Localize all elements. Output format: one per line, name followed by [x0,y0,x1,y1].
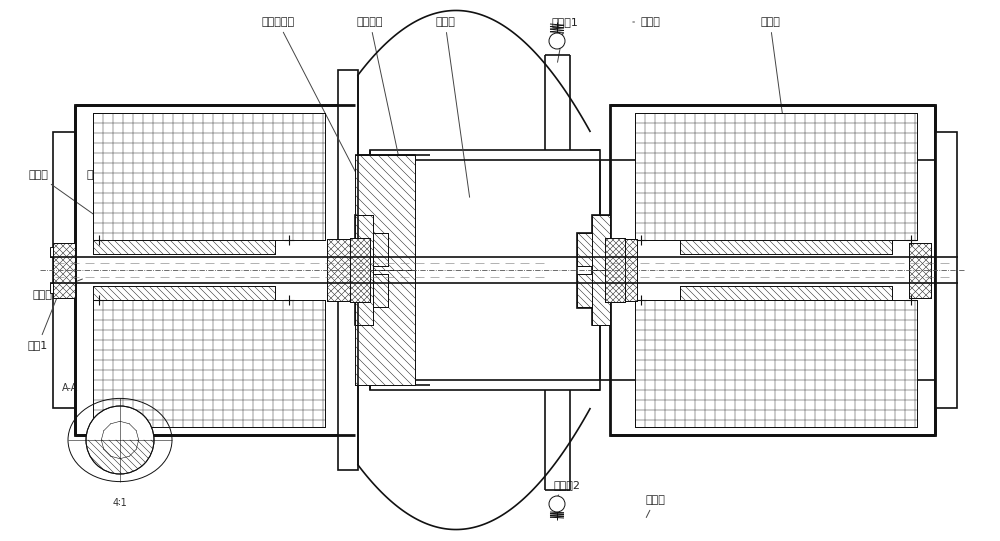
Bar [338,70,358,470]
Bar [50,283,68,293]
Text: 4∶1: 4∶1 [113,498,127,508]
Text: 单向阀2: 单向阀2 [554,480,580,497]
Bar [50,247,68,257]
Circle shape [549,33,565,49]
Bar [53,132,75,408]
Bar [93,300,325,427]
Bar [355,270,415,385]
Bar [93,240,275,254]
Bar [635,300,917,427]
Circle shape [549,496,565,512]
Bar [93,113,325,240]
Bar [93,240,275,254]
Bar [327,239,355,301]
Bar [373,233,388,308]
Bar [592,270,610,325]
Bar [93,286,275,300]
Text: 电机定子: 电机定子 [162,170,223,208]
Bar [635,113,917,240]
Bar [605,238,625,302]
Bar [592,215,610,270]
Bar [93,300,325,427]
Bar [592,215,610,325]
Text: 进液口: 进液口 [645,495,665,518]
Bar [355,155,415,270]
Bar [610,105,935,435]
Text: 轴承1: 轴承1 [28,293,59,350]
Bar [635,113,917,240]
Text: A-A: A-A [62,383,78,393]
Text: 单向阀1: 单向阀1 [552,17,578,62]
Bar [93,286,275,300]
Bar [93,113,325,240]
Bar [327,239,355,301]
Text: 副电机: 副电机 [760,17,790,167]
Bar [605,238,625,302]
Text: 主缸活塞: 主缸活塞 [357,17,409,207]
Bar [355,215,373,325]
Bar [355,270,415,385]
Text: 电机转子: 电机转子 [87,170,183,219]
Bar [373,233,388,266]
Text: 止挡柱: 止挡柱 [32,279,82,300]
Bar [53,243,75,298]
Bar [355,155,415,385]
Text: 轴承2: 轴承2 [255,170,299,233]
Bar [577,233,592,266]
Bar [935,132,957,408]
Text: 出液口: 出液口 [633,17,660,27]
Bar [577,233,592,308]
Bar [53,243,75,298]
Bar [612,239,637,301]
Circle shape [86,406,154,474]
Bar [680,286,892,300]
Text: 主缸密封盖: 主缸密封盖 [261,17,369,197]
Bar [355,155,415,270]
Text: 液压块: 液压块 [435,17,470,197]
Bar [355,270,373,325]
Bar [909,243,931,298]
Bar [680,240,892,254]
Bar [577,233,592,266]
Bar [680,286,892,300]
Bar [577,274,592,307]
Bar [355,270,373,325]
Bar [350,238,370,302]
Bar [373,274,388,307]
Bar [350,238,370,302]
Bar [373,274,388,307]
Text: 主电机: 主电机 [28,170,128,239]
Bar [612,239,637,301]
Bar [909,243,931,298]
Bar [592,270,610,325]
Bar [355,215,373,270]
Bar [373,233,388,266]
Bar [635,300,917,427]
Bar [592,215,610,270]
Bar [355,215,373,270]
Bar [577,274,592,307]
Bar [680,240,892,254]
Bar [370,150,600,390]
Bar [75,105,355,435]
